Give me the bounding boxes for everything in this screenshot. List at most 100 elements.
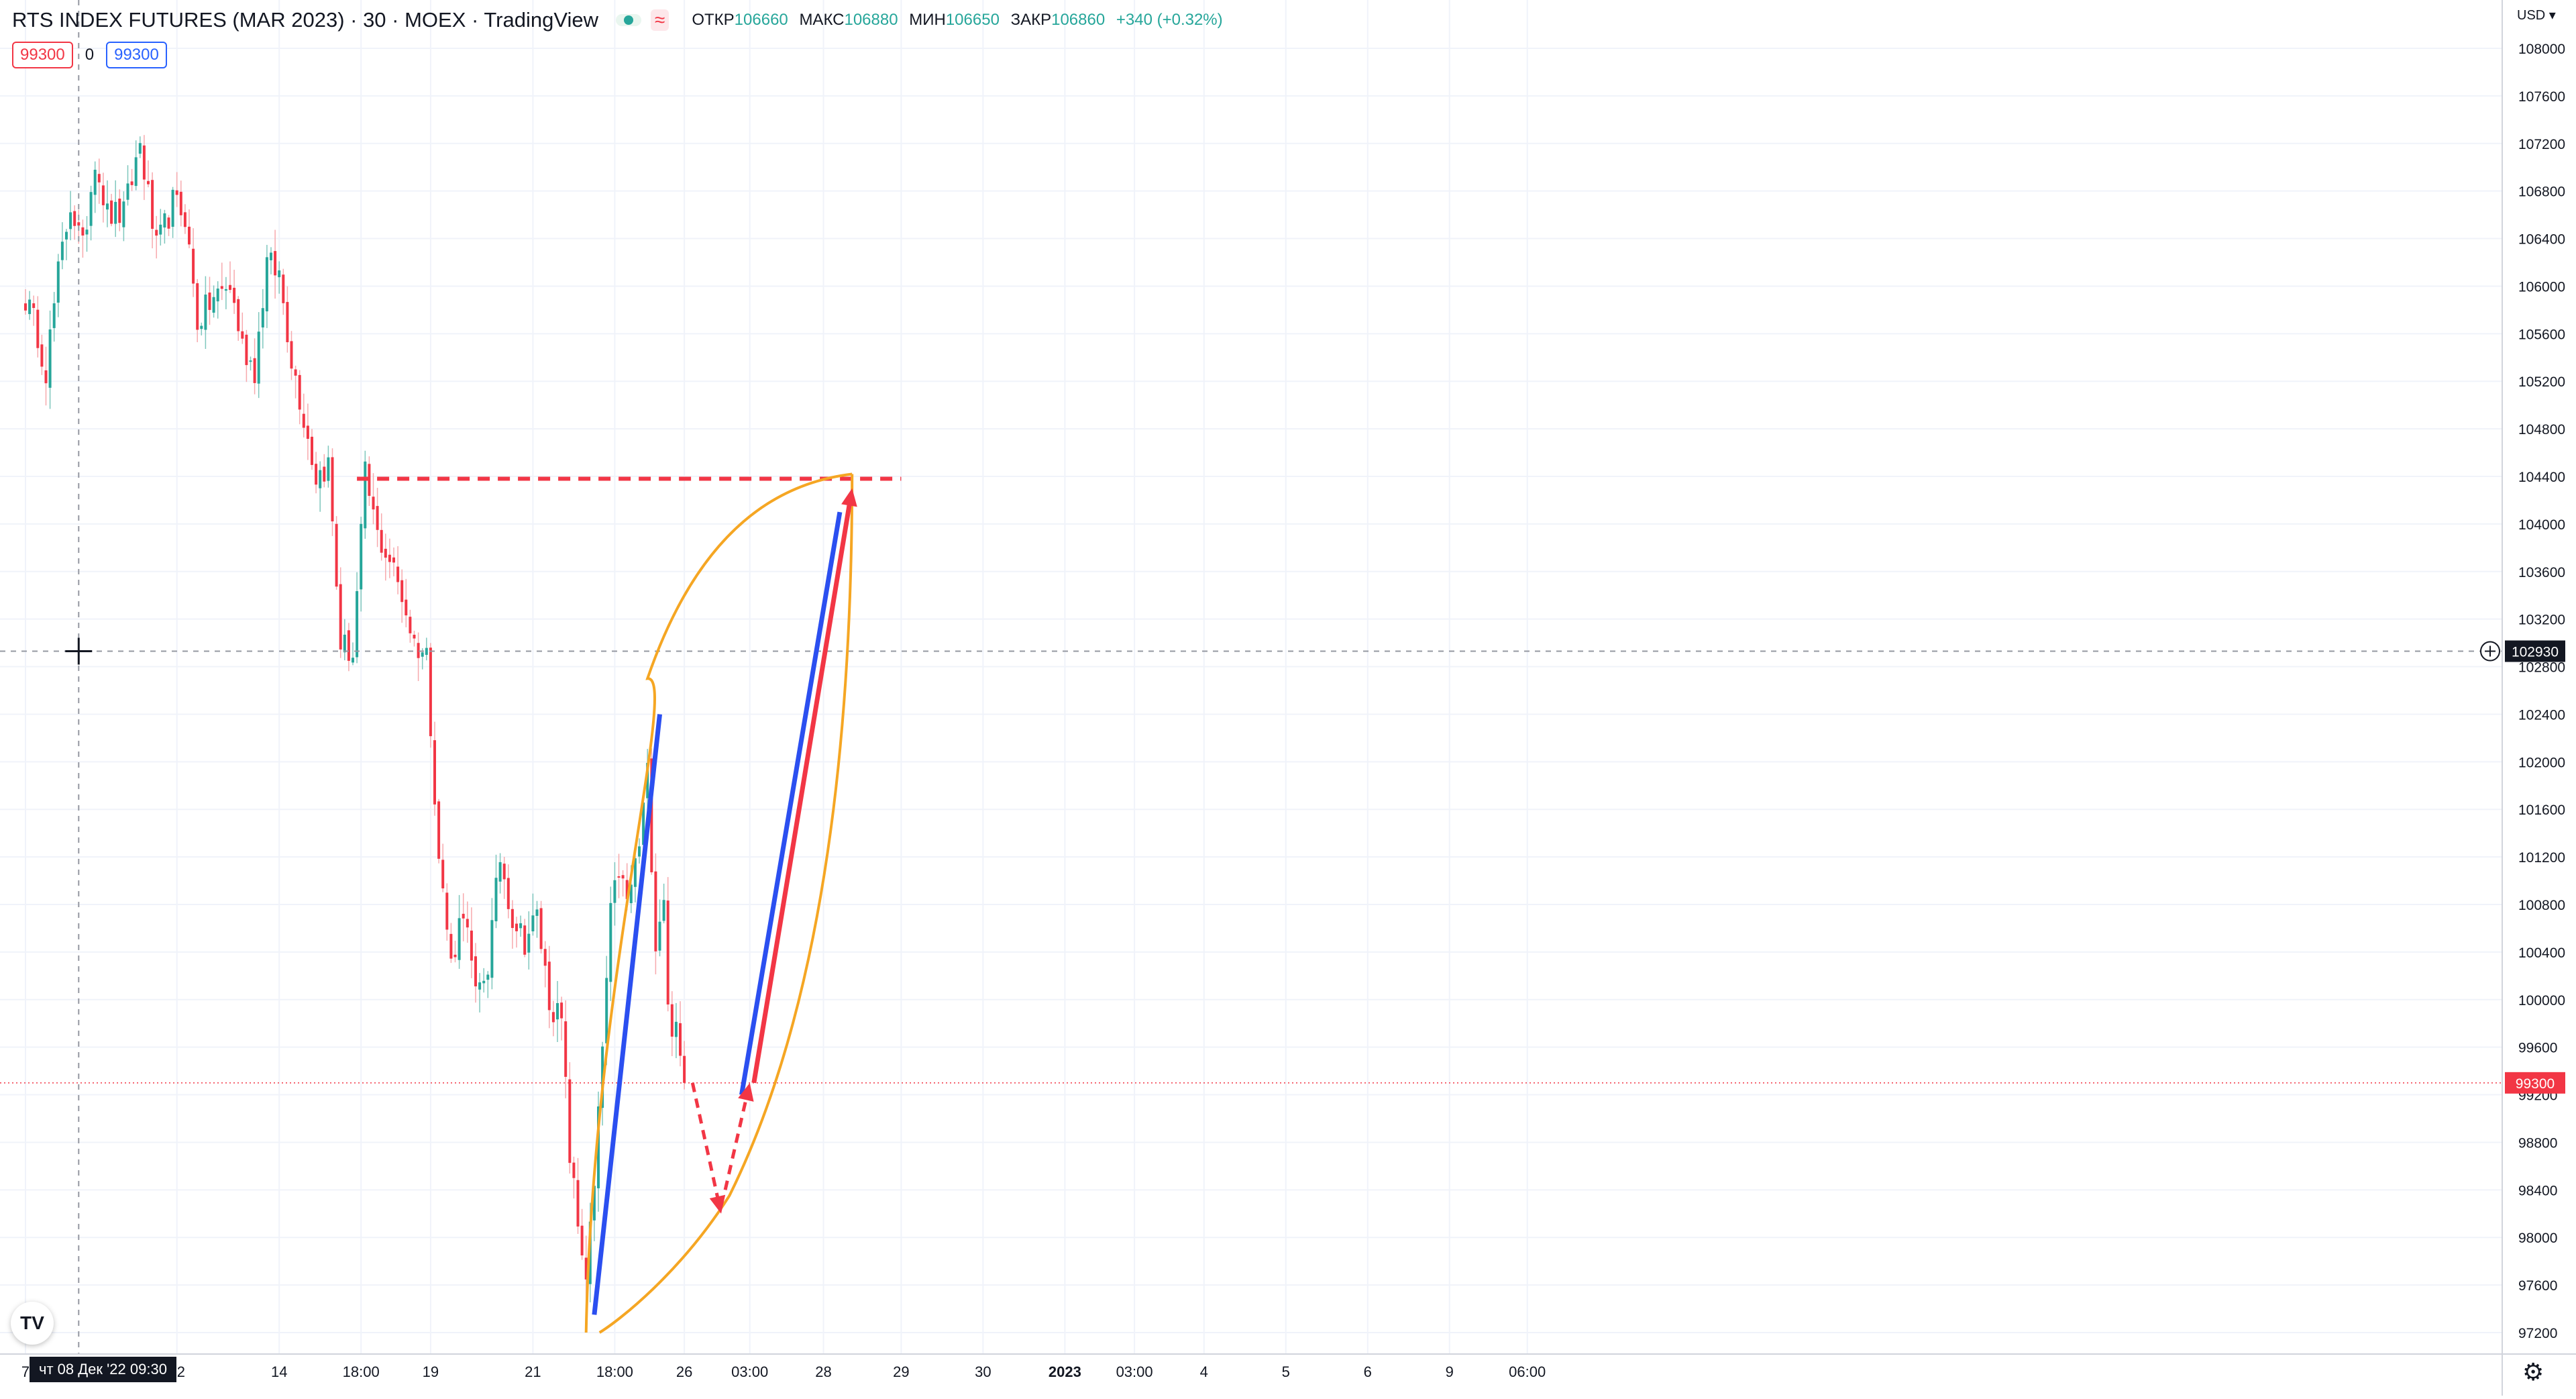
- candle-body: [343, 634, 346, 653]
- candle-body: [101, 185, 105, 205]
- candle-body: [171, 189, 174, 227]
- candle-body: [547, 962, 551, 1011]
- candle-body: [441, 860, 445, 888]
- gear-icon[interactable]: ⚙: [2522, 1358, 2544, 1386]
- orange-curve-inner: [598, 474, 854, 1334]
- candle-body: [372, 497, 375, 510]
- candle-body: [302, 413, 305, 428]
- currency-selector[interactable]: USD ▾: [2517, 8, 2556, 23]
- candle-body: [315, 464, 318, 485]
- candle-body: [683, 1055, 686, 1083]
- last-price-tag: [2505, 1072, 2565, 1094]
- candle-body: [384, 548, 387, 558]
- candle-body: [208, 292, 211, 310]
- candle-body: [163, 213, 166, 228]
- price-tick-label: 107200: [2518, 137, 2565, 152]
- red-dashed-arrow-down-head: [709, 1194, 726, 1214]
- candle-body: [114, 201, 117, 224]
- candle-body: [551, 1012, 555, 1023]
- time-tick-label: 5: [1282, 1363, 1290, 1380]
- red-forecast-arrow: [751, 498, 853, 1084]
- candle-body: [69, 212, 72, 229]
- candle-body: [584, 1257, 588, 1280]
- time-tick-label: 9: [1446, 1363, 1454, 1380]
- wave-icon[interactable]: ≈: [650, 9, 669, 31]
- crosshair-cursor-icon: [65, 637, 93, 665]
- time-tick-label: 14: [271, 1363, 287, 1380]
- time-tick-label: 19: [423, 1363, 439, 1380]
- time-tick-label: 26: [676, 1363, 692, 1380]
- price-tick-label: 100400: [2518, 945, 2565, 961]
- add-alert-plus-icon: [2485, 645, 2496, 657]
- candle-body: [360, 523, 363, 590]
- price-tick-label: 100800: [2518, 898, 2565, 913]
- symbol-legend: RTS INDEX FUTURES (MAR 2023) · 30 · MOEX…: [12, 8, 1223, 32]
- candle-body: [118, 199, 121, 223]
- candle-body: [670, 1004, 674, 1037]
- candle-body: [60, 242, 64, 260]
- sell-button[interactable]: 99300: [12, 42, 73, 68]
- price-tick-label: 104400: [2518, 470, 2565, 485]
- candle-body: [278, 270, 281, 278]
- candle-body: [502, 864, 506, 880]
- candle-body: [229, 284, 231, 291]
- candle-body: [400, 580, 404, 603]
- candle-body: [433, 740, 436, 805]
- candle-body: [642, 802, 645, 845]
- candle-body: [576, 1180, 580, 1227]
- candle-body: [679, 1023, 682, 1056]
- candle-body: [36, 309, 40, 348]
- candle-body: [175, 190, 178, 195]
- candle-body: [220, 286, 223, 289]
- price-tick-label: 103200: [2518, 613, 2565, 628]
- price-tick-label: 102800: [2518, 660, 2565, 676]
- time-tick-label: 21: [525, 1363, 541, 1380]
- time-tick-label: 28: [815, 1363, 831, 1380]
- buy-button[interactable]: 99300: [106, 42, 167, 68]
- crosshair-price-tag: [2505, 640, 2565, 662]
- candle-body: [122, 201, 125, 227]
- candle-body: [347, 630, 350, 661]
- candle-body: [396, 566, 400, 582]
- tradingview-logo-icon[interactable]: TV: [11, 1302, 54, 1345]
- candle-body: [352, 658, 354, 663]
- price-tick-label: 99600: [2518, 1041, 2557, 1056]
- candle-body: [478, 982, 482, 990]
- price-tick-label: 104000: [2518, 517, 2565, 533]
- red-dashed-arrow-up-head: [738, 1082, 754, 1102]
- candle-body: [188, 226, 191, 245]
- candle-body: [368, 464, 371, 497]
- candle-body: [73, 211, 76, 226]
- price-tick-label: 101200: [2518, 850, 2565, 866]
- candle-body: [543, 949, 547, 966]
- candle-body: [155, 229, 158, 236]
- orange-curve-outer: [584, 472, 853, 1333]
- time-tick-label: 03:00: [731, 1363, 768, 1380]
- spread-value: 0: [85, 46, 95, 64]
- candle-body: [633, 858, 637, 887]
- price-tick-label: 107600: [2518, 89, 2565, 105]
- candle-body: [138, 143, 142, 154]
- candle-body: [617, 876, 621, 878]
- candle-body: [212, 297, 215, 313]
- market-status-indicator[interactable]: [615, 14, 641, 26]
- candle-body: [405, 599, 408, 616]
- candle-body: [515, 923, 518, 931]
- symbol-title[interactable]: RTS INDEX FUTURES (MAR 2023) · 30 · MOEX…: [12, 8, 598, 32]
- candle-body: [638, 846, 641, 857]
- candle-body: [110, 200, 113, 224]
- blue-trend-line-2: [739, 511, 843, 1096]
- candle-body: [24, 303, 27, 311]
- candle-body: [453, 954, 457, 957]
- candle-body: [605, 978, 608, 1043]
- candle-body: [183, 212, 186, 227]
- candle-body: [216, 289, 219, 302]
- candle-body: [106, 203, 109, 210]
- candle-body: [580, 1225, 584, 1256]
- candle-body: [413, 634, 416, 639]
- candle-body: [490, 920, 494, 978]
- price-tick-label: 100000: [2518, 993, 2565, 1008]
- candle-body: [568, 1079, 572, 1163]
